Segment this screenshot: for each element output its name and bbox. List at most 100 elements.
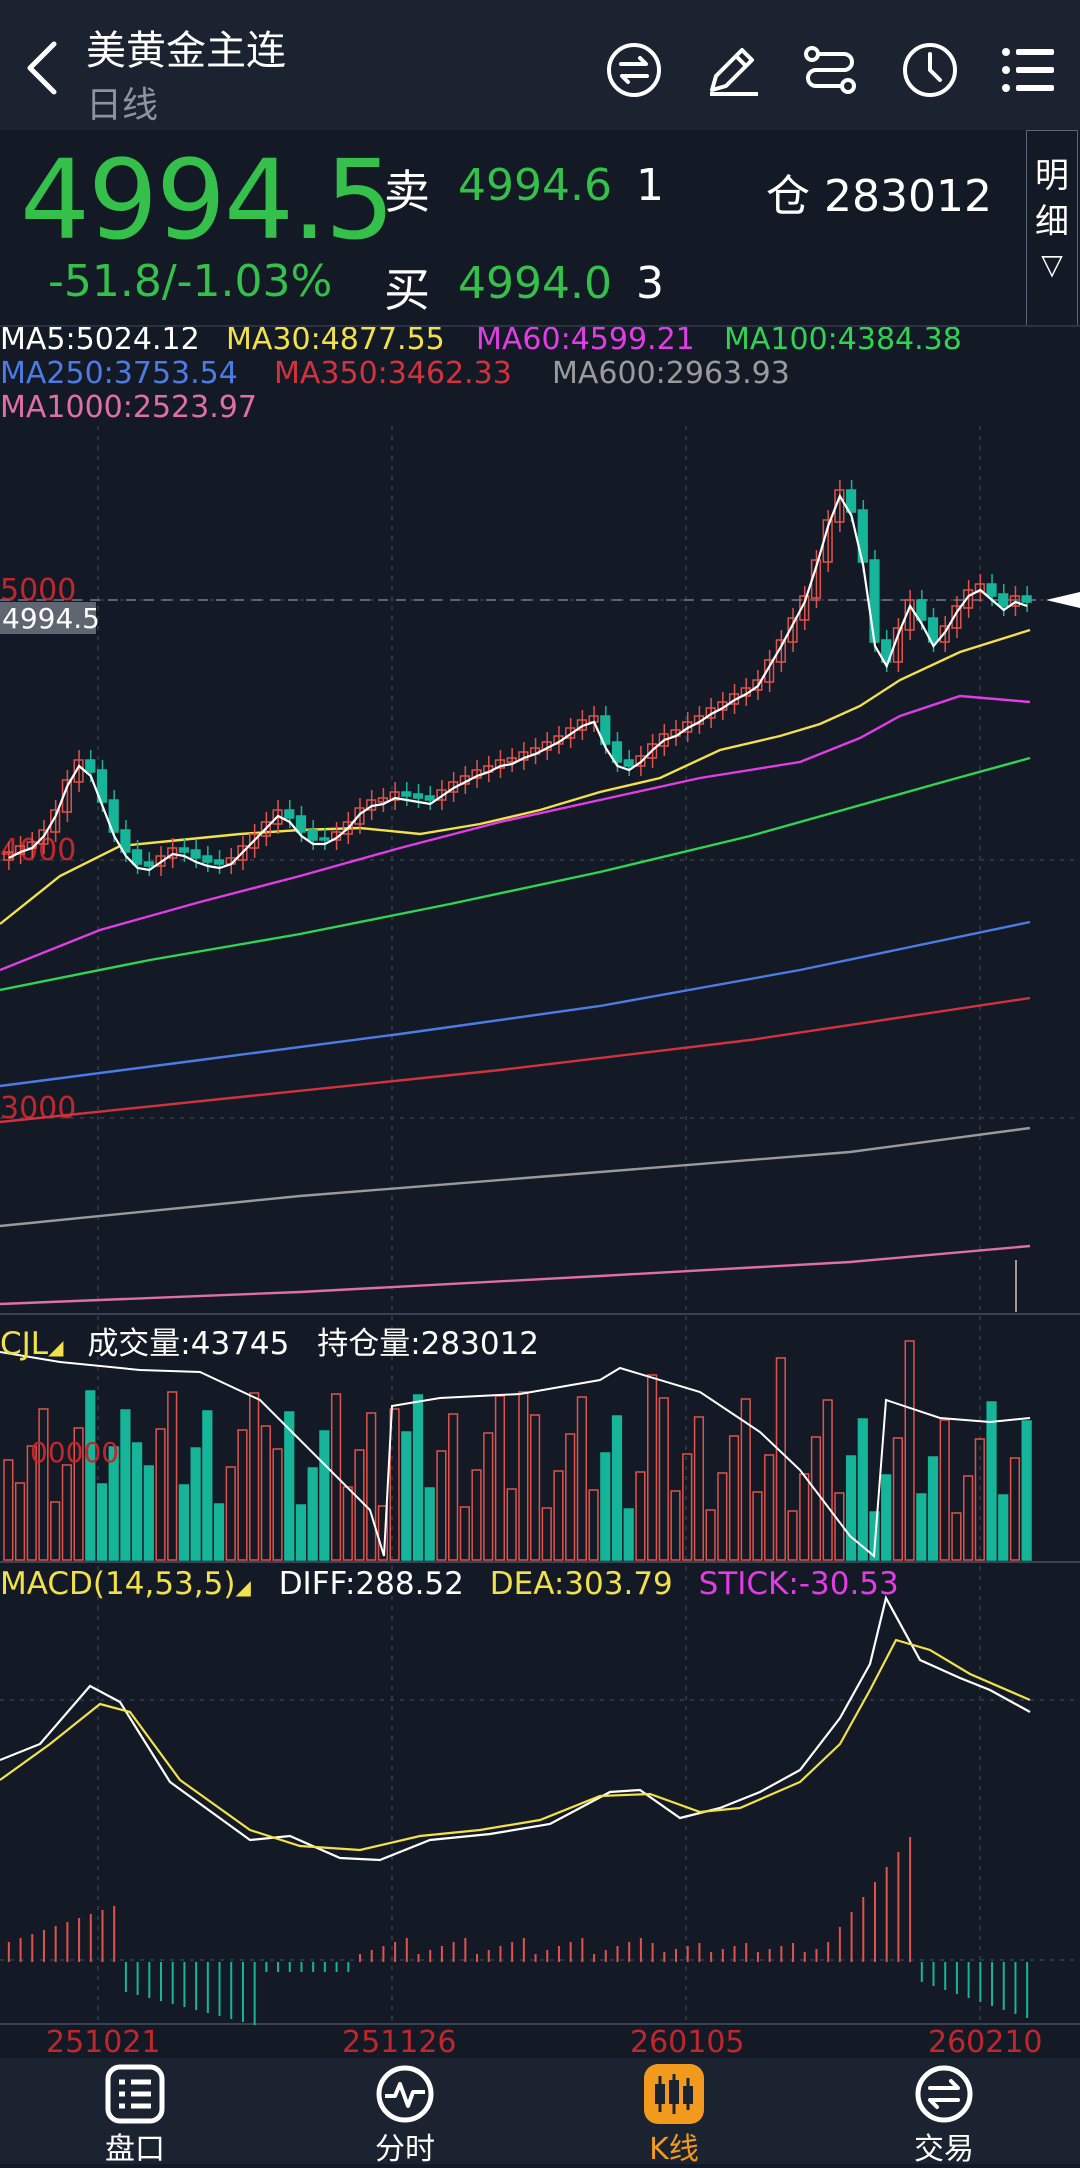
volume-bar bbox=[916, 1493, 927, 1561]
candle-body bbox=[307, 829, 318, 841]
candle-body bbox=[73, 759, 84, 783]
volume-bar bbox=[108, 1446, 119, 1561]
buy-qty: 3 bbox=[636, 258, 664, 309]
price-change: -51.8/-1.03% bbox=[48, 256, 333, 307]
macd-dea-line bbox=[0, 1638, 1031, 1852]
candle-body bbox=[213, 859, 225, 865]
candle-body bbox=[881, 639, 892, 663]
price-axis-label: 4000 bbox=[0, 833, 76, 868]
candle-body bbox=[600, 715, 611, 745]
ma-legend-item: MA1000:2523.97 bbox=[0, 390, 257, 425]
volume-bar bbox=[471, 1469, 482, 1561]
candle-body bbox=[927, 617, 939, 643]
tab-time-share[interactable]: 分时 bbox=[325, 2058, 485, 2167]
x-axis-label: 260105 bbox=[630, 2025, 745, 2058]
sell-label: 卖 bbox=[384, 165, 430, 219]
volume-bar bbox=[986, 1401, 997, 1561]
volume-bar bbox=[190, 1447, 201, 1561]
macd-indicator-name[interactable]: MACD(14,53,5) bbox=[0, 1566, 236, 1602]
candle-body bbox=[658, 733, 669, 747]
route-icon[interactable] bbox=[800, 40, 860, 100]
tab-order-book[interactable]: 盘口 bbox=[55, 2058, 215, 2167]
candle-body bbox=[647, 743, 658, 759]
volume-bar bbox=[389, 1408, 400, 1561]
candle-body bbox=[611, 741, 623, 763]
last-price: 4994.5 bbox=[20, 136, 395, 264]
candle-body bbox=[1021, 595, 1032, 603]
volume-bar bbox=[412, 1394, 424, 1561]
volume-bar bbox=[506, 1488, 517, 1561]
candle-body bbox=[354, 807, 365, 825]
volume-bar bbox=[143, 1465, 154, 1561]
order-book-icon bbox=[105, 2064, 165, 2124]
candle-body bbox=[494, 759, 506, 769]
volume-bar bbox=[799, 1473, 810, 1561]
period-subtitle[interactable]: 日线 bbox=[86, 85, 159, 126]
macd-stick: STICK:-30.53 bbox=[698, 1566, 899, 1602]
candle-body bbox=[752, 679, 763, 691]
x-axis-label: 251126 bbox=[342, 2025, 457, 2058]
trade-icon bbox=[915, 2065, 973, 2123]
candle-body bbox=[412, 793, 424, 799]
ma350-line bbox=[0, 996, 1031, 1124]
volume-bar bbox=[693, 1416, 705, 1561]
volume-bar bbox=[237, 1429, 248, 1561]
candle-body bbox=[436, 789, 447, 801]
exchange-icon[interactable] bbox=[604, 40, 664, 100]
header-bar: 美黄金主连 日线 bbox=[0, 0, 1080, 130]
candle-body bbox=[202, 855, 213, 863]
candle-body bbox=[85, 759, 96, 773]
candle-body bbox=[845, 489, 857, 513]
volume-indicator-name[interactable]: CJL bbox=[0, 1326, 49, 1362]
volume-bar bbox=[658, 1397, 669, 1561]
candle-body bbox=[249, 833, 260, 849]
volume-bar bbox=[3, 1459, 14, 1561]
back-chevron-icon[interactable] bbox=[22, 38, 62, 98]
volume-bar bbox=[424, 1487, 435, 1561]
sell-price: 4994.6 bbox=[458, 160, 612, 211]
dropdown-triangle-icon[interactable]: ◢ bbox=[48, 1335, 64, 1359]
volume-bar bbox=[576, 1396, 587, 1561]
candle-body bbox=[565, 727, 576, 739]
tab-label: 交易 bbox=[914, 2132, 974, 2167]
candle-body bbox=[939, 625, 950, 643]
volume-bar bbox=[635, 1471, 646, 1561]
candle-body bbox=[506, 757, 517, 763]
volume-bar bbox=[213, 1503, 225, 1561]
menu-list-icon[interactable] bbox=[998, 40, 1058, 100]
volume-bar bbox=[939, 1419, 950, 1561]
dropdown-triangle-icon[interactable]: ◢ bbox=[235, 1575, 251, 1599]
candle-body bbox=[319, 837, 330, 841]
buy-price: 4994.0 bbox=[458, 258, 612, 309]
candle-body bbox=[764, 659, 775, 683]
candle-body bbox=[132, 849, 143, 865]
volume-bar bbox=[225, 1466, 236, 1561]
candle-body bbox=[787, 617, 798, 643]
volume-bar bbox=[740, 1398, 751, 1561]
open-interest-line bbox=[0, 1351, 1031, 1559]
tab-kline[interactable]: K线 bbox=[594, 2058, 754, 2167]
tab-trade[interactable]: 交易 bbox=[864, 2058, 1024, 2167]
detail-arrow-icon: ▽ bbox=[1041, 248, 1063, 281]
volume-bar bbox=[904, 1340, 915, 1561]
volume-bar bbox=[260, 1425, 271, 1561]
volume-bar bbox=[927, 1456, 939, 1561]
volume-bar bbox=[26, 1445, 37, 1561]
current-price-tag-text: 4994.5 bbox=[2, 602, 100, 635]
instrument-title: 美黄金主连 bbox=[86, 28, 286, 74]
candle-body bbox=[424, 795, 435, 801]
macd-dea: DEA:303.79 bbox=[489, 1566, 673, 1602]
ma-legend-item: MA600:2963.93 bbox=[552, 356, 790, 391]
volume-bar bbox=[50, 1501, 61, 1561]
candle-body bbox=[190, 849, 201, 859]
candle-body bbox=[916, 599, 927, 621]
edit-pencil-icon[interactable] bbox=[702, 40, 762, 100]
current-price-marker bbox=[1046, 592, 1080, 608]
volume-bar bbox=[541, 1507, 552, 1561]
volume-bar bbox=[588, 1489, 599, 1561]
volume-bar bbox=[167, 1391, 178, 1561]
clock-icon[interactable] bbox=[900, 40, 960, 100]
volume-bar bbox=[272, 1448, 283, 1561]
volume-bar bbox=[529, 1414, 541, 1561]
